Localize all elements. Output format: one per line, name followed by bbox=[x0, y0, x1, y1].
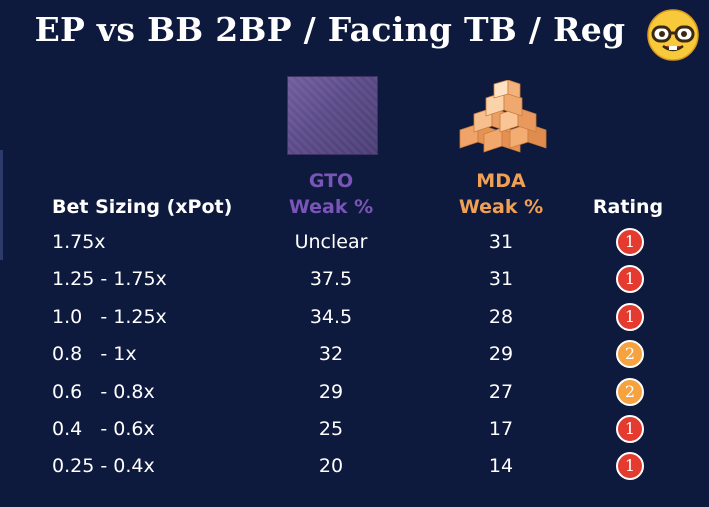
mda-weak-cell: 31 bbox=[488, 231, 514, 253]
bet-sizing-cell: 0.8 - 1x bbox=[52, 343, 137, 365]
gto-weak-cell: 37.5 bbox=[309, 268, 353, 290]
left-edge-accent bbox=[0, 150, 3, 260]
mda-weak-cell: 27 bbox=[488, 381, 514, 403]
gto-header-top: GTO bbox=[308, 170, 354, 192]
mda-weak-cell: 17 bbox=[488, 418, 514, 440]
mda-weak-cell: 31 bbox=[488, 268, 514, 290]
bet-sizing-cell: 0.4 - 0.6x bbox=[52, 418, 155, 440]
rating-header: Rating bbox=[592, 196, 664, 218]
bet-sizing-header: Bet Sizing (xPot) bbox=[52, 196, 233, 218]
rating-badge: 2 bbox=[616, 340, 644, 368]
bet-sizing-cell: 0.6 - 0.8x bbox=[52, 381, 155, 403]
mda-cube-pyramid-image bbox=[459, 80, 547, 153]
bet-sizing-cell: 0.25 - 0.4x bbox=[52, 455, 155, 477]
gto-weak-cell: Unclear bbox=[294, 231, 368, 253]
mda-weak-cell: 29 bbox=[488, 343, 514, 365]
bet-sizing-cell: 1.75x bbox=[52, 231, 106, 253]
gto-header-bottom: Weak % bbox=[288, 196, 374, 218]
gto-weak-cell: 20 bbox=[318, 455, 344, 477]
rating-badge: 1 bbox=[616, 228, 644, 256]
rating-badge: 1 bbox=[616, 415, 644, 443]
nerd-face-icon bbox=[647, 9, 699, 61]
bet-sizing-cell: 1.25 - 1.75x bbox=[52, 268, 167, 290]
gto-range-grid-image bbox=[287, 76, 378, 155]
bet-sizing-cell: 1.0 - 1.25x bbox=[52, 306, 167, 328]
gto-weak-cell: 32 bbox=[318, 343, 344, 365]
mda-header-top: MDA bbox=[476, 170, 526, 192]
rating-badge: 1 bbox=[616, 265, 644, 293]
gto-weak-cell: 25 bbox=[318, 418, 344, 440]
mda-weak-cell: 14 bbox=[488, 455, 514, 477]
rating-badge: 1 bbox=[616, 303, 644, 331]
mda-weak-cell: 28 bbox=[488, 306, 514, 328]
slide-title: EP vs BB 2BP / Facing TB / Reg bbox=[34, 10, 626, 49]
gto-weak-cell: 29 bbox=[318, 381, 344, 403]
mda-header-bottom: Weak % bbox=[458, 196, 544, 218]
gto-weak-cell: 34.5 bbox=[309, 306, 353, 328]
rating-badge: 1 bbox=[616, 452, 644, 480]
rating-badge: 2 bbox=[616, 378, 644, 406]
